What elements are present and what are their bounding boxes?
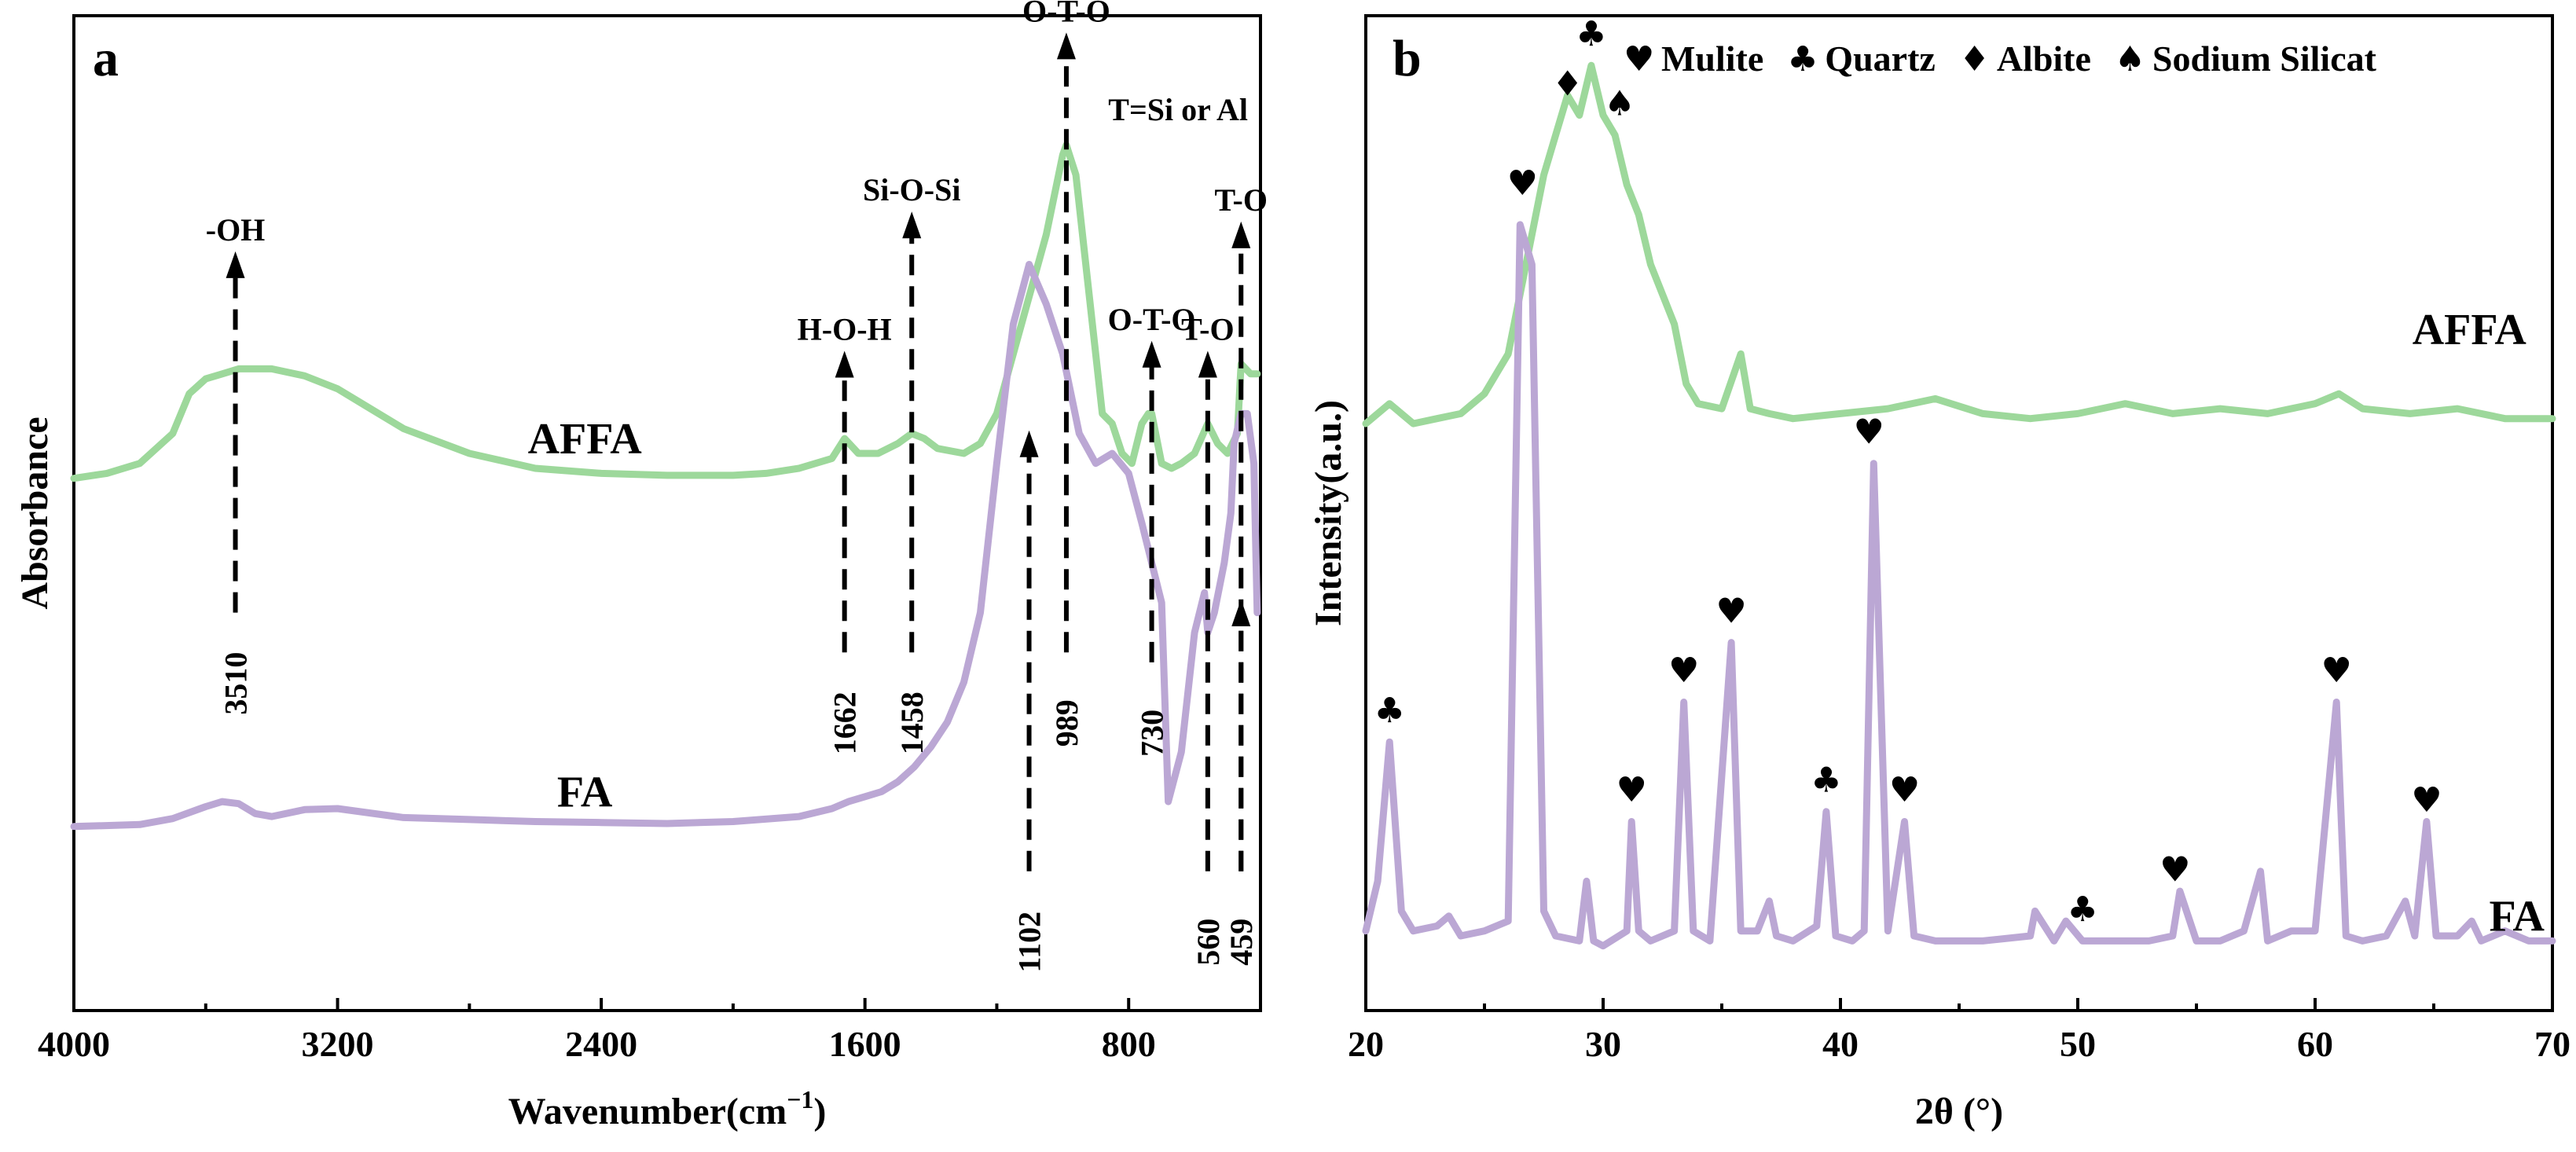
legend-symbol: ♥ [1624, 39, 1654, 79]
panel-a-tick-label: 1600 [829, 1024, 901, 1064]
panel-b-letter: b [1393, 30, 1422, 87]
panel-a-tick-label: 3200 [302, 1024, 374, 1064]
panel-a-x-ticks: 4000 3200 2400 1600 800 [38, 998, 1262, 1064]
ftir-annotation-label: Si-O-Si [863, 172, 960, 207]
xrd-peak-marker: ♣ [1374, 691, 1404, 731]
panel-a-series-line-affa [70, 141, 1261, 482]
xrd-peak-marker: ♥ [2411, 780, 2442, 820]
legend-label: Quartz [1825, 39, 1936, 79]
ftir-annotation-label: T-O [1181, 311, 1234, 347]
ftir-annotation-arrow-head [1198, 350, 1217, 378]
panel-b-xrd: b Intensity(a.u.) 2θ (°) ♥ Mulite ♣ Quartz ♦… [1308, 14, 2570, 1132]
panel-a-series-label-affa: AFFA [528, 415, 643, 464]
panel-a-tick-label: 4000 [38, 1024, 110, 1064]
panel-a-series-label-fa: FA [557, 768, 613, 816]
panel-a-y-axis-title: Absorbance [14, 416, 56, 609]
ftir-annotation-label: O-T-O [1108, 302, 1196, 337]
xrd-peak-marker: ♣ [2067, 890, 2097, 930]
legend-symbol: ♠ [2115, 39, 2145, 79]
xrd-peak-marker: ♥ [1668, 651, 1699, 691]
ftir-annotation-arrow-head [835, 350, 854, 378]
panel-b-x-ticks: 20 30 40 50 60 70 [1348, 998, 2570, 1064]
ftir-annotation-label: T-O [1215, 182, 1268, 218]
xrd-peak-marker: ♦ [1552, 64, 1583, 104]
panel-b-peak-markers: ♣ ♥ ♥ ♥ ♥ ♣ ♥ ♥ ♣ ♥ ♥ ♥ ♦ ♣ ♠ [1374, 14, 2442, 930]
panel-b-series-line-affa [1362, 61, 2556, 427]
panel-b-series-label-fa: FA [2489, 893, 2545, 941]
legend-symbol: ♣ [1787, 39, 1818, 79]
panel-a-frame [72, 14, 1262, 1012]
panel-b-tick-label: 30 [1585, 1024, 1621, 1064]
legend-symbol: ♦ [1959, 39, 1990, 79]
panel-b-tick-label: 40 [1822, 1024, 1859, 1064]
xrd-peak-marker: ♥ [1889, 770, 1920, 810]
xrd-peak-marker: ♣ [1811, 760, 1841, 800]
panel-a-letter: a [93, 30, 119, 87]
ftir-annotation-arrow-head [902, 211, 922, 239]
ftir-annotation-wavenumber: 730 [1135, 710, 1170, 757]
xrd-peak-marker: ♥ [1854, 412, 1884, 452]
ftir-annotation-label: H-O-H [798, 311, 892, 347]
legend-label: Sodium Silicat [2152, 39, 2377, 79]
xrd-peak-marker: ♥ [1616, 770, 1647, 810]
xrd-peak-marker: ♣ [1576, 14, 1606, 54]
ftir-annotation-wavenumber: 1102 [1012, 912, 1048, 973]
ftir-annotation-label: -OH [206, 212, 266, 248]
panel-b-tick-label: 60 [2297, 1024, 2333, 1064]
panel-b-series: AFFA FA [1362, 61, 2556, 950]
ftir-annotation-wavenumber: 560 [1191, 919, 1226, 966]
ftir-annotation-wavenumber: 989 [1049, 699, 1084, 747]
ftir-annotation-label: O-T-O [1022, 0, 1110, 28]
ftir-annotation-arrow-head [1231, 599, 1251, 626]
panel-a-ftir: a Absorbance Wavenumber(cm−1) 4000 3200 24… [14, 0, 1268, 1132]
panel-b-y-axis-title: Intensity(a.u.) [1308, 400, 1349, 626]
panel-b-tick-label: 70 [2534, 1024, 2570, 1064]
legend-label: Mulite [1661, 39, 1763, 79]
xrd-peak-marker: ♥ [2321, 651, 2351, 691]
ftir-annotation-arrow-head [1019, 430, 1039, 457]
panel-b-legend: ♥ Mulite ♣ Quartz ♦ Albite ♠ Sodium Silicat [1624, 39, 2377, 79]
ftir-annotation-arrow-head [1142, 340, 1161, 368]
legend-label: Albite [1997, 39, 2091, 79]
ftir-annotation-wavenumber: 459 [1224, 919, 1259, 966]
ftir-note-t-definition: T=Si or Al [1108, 92, 1248, 127]
panel-b-x-axis-title: 2θ (°) [1915, 1091, 2003, 1132]
xrd-peak-marker: ♥ [1715, 591, 1746, 631]
panel-b-series-line-fa [1362, 221, 2556, 950]
ftir-annotation-arrow-head [226, 251, 245, 278]
panel-a-tick-label: 800 [1102, 1024, 1156, 1064]
panel-b-series-label-affa: AFFA [2413, 306, 2527, 354]
ftir-annotation-arrow-head [1231, 221, 1251, 248]
panel-a-annotations: -OH 3510 H-O-H 1662 Si-O-Si 1458 O-T-O 989 O-T-O… [206, 0, 1268, 973]
ftir-annotation-wavenumber: 1458 [894, 692, 930, 754]
xrd-peak-marker: ♥ [1507, 163, 1538, 204]
panel-b-tick-label: 20 [1348, 1024, 1384, 1064]
xrd-peak-marker: ♥ [2160, 849, 2190, 890]
xrd-peak-marker: ♠ [1604, 84, 1635, 124]
panel-b-tick-label: 50 [2060, 1024, 2096, 1064]
ftir-annotation-wavenumber: 1662 [827, 692, 863, 754]
panel-a-x-axis-title: Wavenumber(cm−1) [508, 1085, 827, 1132]
panel-a-tick-label: 2400 [565, 1024, 637, 1064]
ftir-annotation-arrow-head [1056, 32, 1076, 60]
ftir-annotation-wavenumber: 3510 [218, 652, 254, 715]
